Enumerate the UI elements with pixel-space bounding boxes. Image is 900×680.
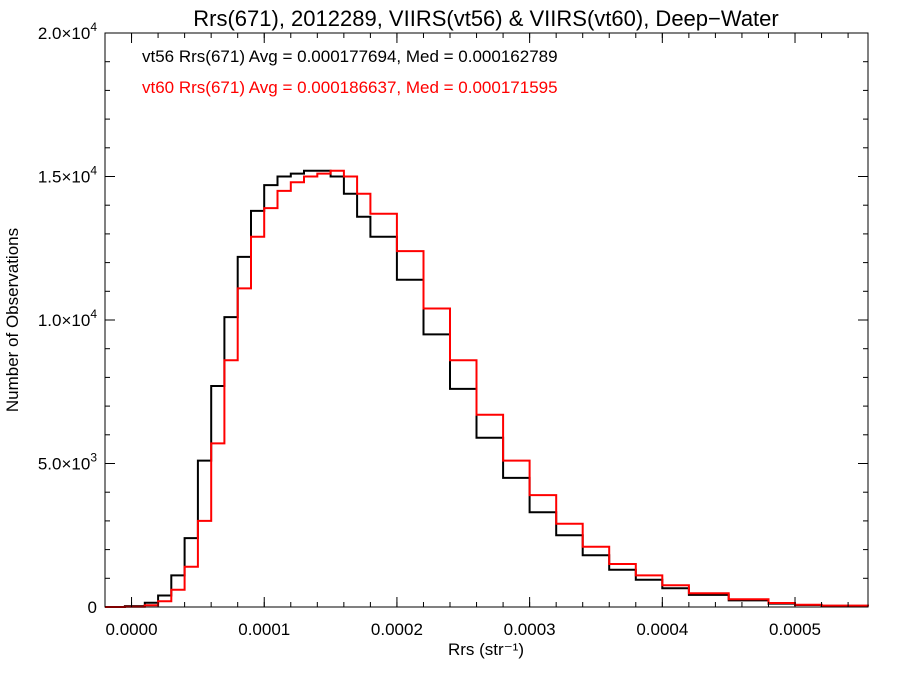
x-tick-label: 0.0000 <box>106 620 158 639</box>
y-tick-label: 2.0×104 <box>38 20 97 43</box>
series-vt56-line <box>105 169 869 608</box>
legend-entry-vt56: vt56 Rrs(671) Avg = 0.000177694, Med = 0… <box>142 47 558 66</box>
y-tick-label: 1.5×104 <box>38 164 97 187</box>
y-axis: 0 5.0×103 1.0×104 1.5×104 2.0×104 <box>38 20 868 617</box>
y-tick-label: 1.0×104 <box>38 307 97 330</box>
x-tick-label: 0.0004 <box>636 620 688 639</box>
x-tick-label: 0.0003 <box>504 620 556 639</box>
legend: vt56 Rrs(671) Avg = 0.000177694, Med = 0… <box>142 47 558 97</box>
y-tick-label: 5.0×103 <box>38 451 97 474</box>
y-tick-label: 0 <box>88 598 97 617</box>
legend-entry-vt60: vt60 Rrs(671) Avg = 0.000186637, Med = 0… <box>142 78 558 97</box>
x-tick-label: 0.0002 <box>371 620 423 639</box>
series-vt60-line <box>105 169 869 608</box>
x-axis-label: Rrs (str⁻¹) <box>448 640 524 659</box>
plot-frame <box>104 32 869 608</box>
y-axis-label: Number of Observations <box>3 228 22 412</box>
x-axis: 0.0000 0.0001 0.0002 0.0003 0.0004 0.0005 <box>106 33 849 639</box>
x-tick-label: 0.0005 <box>769 620 821 639</box>
chart-title: Rrs(671), 2012289, VIIRS(vt56) & VIIRS(v… <box>193 6 778 31</box>
x-tick-label: 0.0001 <box>238 620 290 639</box>
series-layer <box>105 169 869 608</box>
